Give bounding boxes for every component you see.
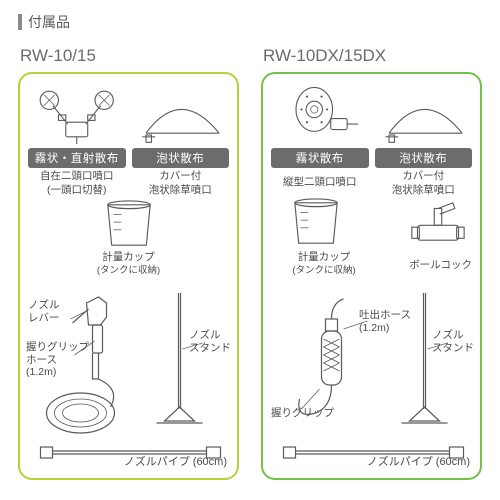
a-desc-0: 自在二頭口噴口 (一頭口切替) [28,168,126,197]
a-desc-row: 自在二頭口噴口 (一頭口切替) カバー付 泡状除草噴口 [28,168,229,197]
frame-a: 霧状・直射散布 泡状散布 自在二頭口噴口 (一頭口切替) カバー付 泡状除草噴口 [18,72,239,480]
b-cup-label: 計量カップ (タンクに収納) [279,251,369,277]
a-nozzle-dual-icon [28,82,126,146]
b-nozzle-vertical-icon [271,82,369,146]
a-lever-label: ノズル レバー [28,299,60,324]
a-cup-label: 計量カップ (タンクに収納) [79,251,179,277]
a-desc-1: カバー付 泡状除草噴口 [132,168,230,197]
title-bar-icon [18,14,22,30]
a-cup-note: (タンクに収納) [79,265,179,277]
b-discharge-label: 吐出ホース (1.2m) [359,309,411,334]
b-cup-icon [287,197,345,249]
column-b: RW-10DX/15DX [261,46,482,480]
b-pipe-label: ノズルパイプ (60cm) [367,453,470,469]
frame-b: 霧状散布 泡状散布 縦型二頭口噴口 カバー付 泡状除草噴口 [261,72,482,480]
b-mid: 計量カップ (タンクに収納) [271,197,472,289]
a-cup-label-text: 計量カップ [79,251,179,265]
b-pill-0: 霧状散布 [271,148,369,168]
a-cup-icon [100,199,158,251]
column-a: RW-10/15 [18,46,239,480]
b-pill-row: 霧状散布 泡状散布 [271,148,472,168]
b-pill-1: 泡状散布 [375,148,473,168]
b-foam-cover-icon [375,82,473,146]
b-ball-label: ボールコック [409,259,472,272]
b-ballcock-icon [410,201,466,257]
a-pipe-label: ノズルパイプ (60cm) [124,453,227,469]
a-pill-row: 霧状・直射散布 泡状散布 [28,148,229,168]
b-grip-label: 握りグリップ [271,407,334,420]
a-mid: 計量カップ (タンクに収納) [28,197,229,289]
b-desc-0: 縦型二頭口噴口 [271,168,369,197]
col-a-title: RW-10/15 [18,46,239,66]
section-title: 付属品 [18,12,482,32]
col-b-title: RW-10DX/15DX [261,46,482,66]
b-desc-row: 縦型二頭口噴口 カバー付 泡状除草噴口 [271,168,472,197]
a-foam-cover-icon [132,82,230,146]
columns: RW-10/15 [18,46,482,480]
b-cup-label-text: 計量カップ [279,251,369,265]
a-row1 [28,82,229,146]
a-pill-0: 霧状・直射散布 [28,148,126,168]
b-row1 [271,82,472,146]
b-lower: ノズル スタンド 吐出ホース (1.2m) 握りグリップ ノズルパイプ (60c… [271,289,472,467]
a-stand-label: ノズル スタンド [189,329,231,354]
b-cup-note: (タンクに収納) [279,265,369,277]
a-hose-label: 握りグリップ ホース (1.2m) [26,341,89,379]
a-lower: ノズル レバー 握りグリップ ホース (1.2m) ノズル スタンド ノズルパイ… [28,289,229,467]
page: 付属品 RW-10/15 [0,0,500,490]
b-desc-1: カバー付 泡状除草噴口 [375,168,473,197]
section-title-text: 付属品 [28,12,70,32]
b-stand-label: ノズル スタンド [432,329,474,354]
a-pill-1: 泡状散布 [132,148,230,168]
